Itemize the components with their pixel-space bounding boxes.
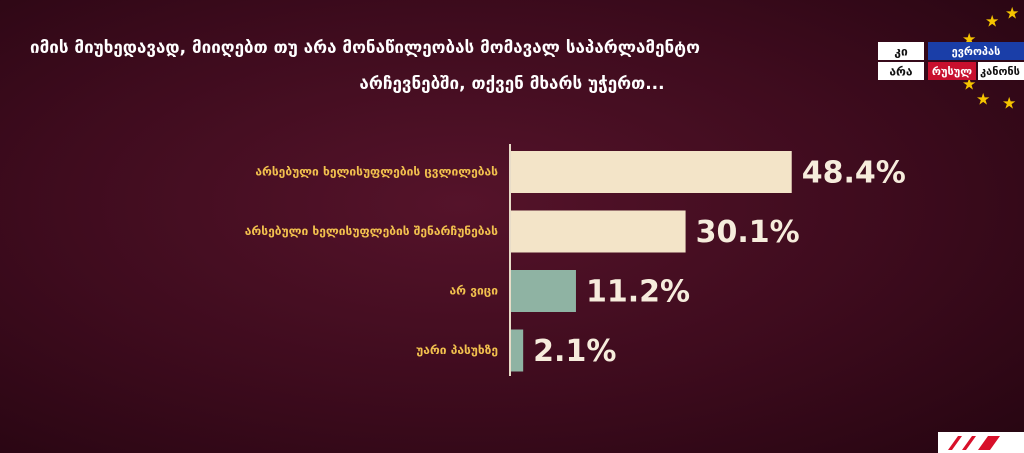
title-line: იმის მიუხედავად, მიიღებთ თუ არა მონაწილე… — [30, 38, 700, 58]
bar — [511, 329, 524, 372]
logo-box — [928, 42, 1024, 60]
logo-box — [978, 62, 1024, 80]
bar — [511, 151, 792, 193]
star: ★ — [985, 12, 999, 31]
bar — [511, 210, 686, 253]
channel-logo-mark — [948, 436, 1000, 450]
star: ★ — [1002, 94, 1016, 113]
value-label: 2.1% — [533, 334, 616, 369]
logo-text: არა — [889, 65, 913, 79]
logo-text: კი — [894, 45, 908, 59]
logo-box — [878, 62, 924, 80]
logo: ★ ★ ★ ★ ★ ★ კი ევროპას არა რუსულ კანონს — [878, 4, 1024, 113]
star: ★ — [1005, 4, 1019, 23]
value-label: 30.1% — [696, 215, 800, 250]
category-label: უარი პასუხზე — [416, 343, 498, 357]
logo-box — [878, 42, 924, 60]
category-label: არსებული ხელისუფლების შენარჩუნებას — [245, 224, 498, 238]
logo-text: კანონს — [980, 65, 1020, 78]
title-line: არჩევნებში, თქვენ მხარს უჭერთ... — [359, 74, 664, 94]
value-label: 48.4% — [802, 156, 906, 191]
logo-text: რუსულ — [932, 65, 972, 78]
star: ★ — [976, 90, 990, 109]
value-label: 11.2% — [586, 275, 690, 310]
bar — [511, 270, 576, 312]
logo-box — [928, 62, 976, 80]
category-label: არსებული ხელისუფლების ცვლილებას — [255, 165, 498, 179]
category-label: არ ვიცი — [450, 284, 499, 298]
logo-text: ევროპას — [952, 45, 1001, 58]
chart-title: იმის მიუხედავად, მიიღებთ თუ არა მონაწილე… — [30, 38, 700, 94]
